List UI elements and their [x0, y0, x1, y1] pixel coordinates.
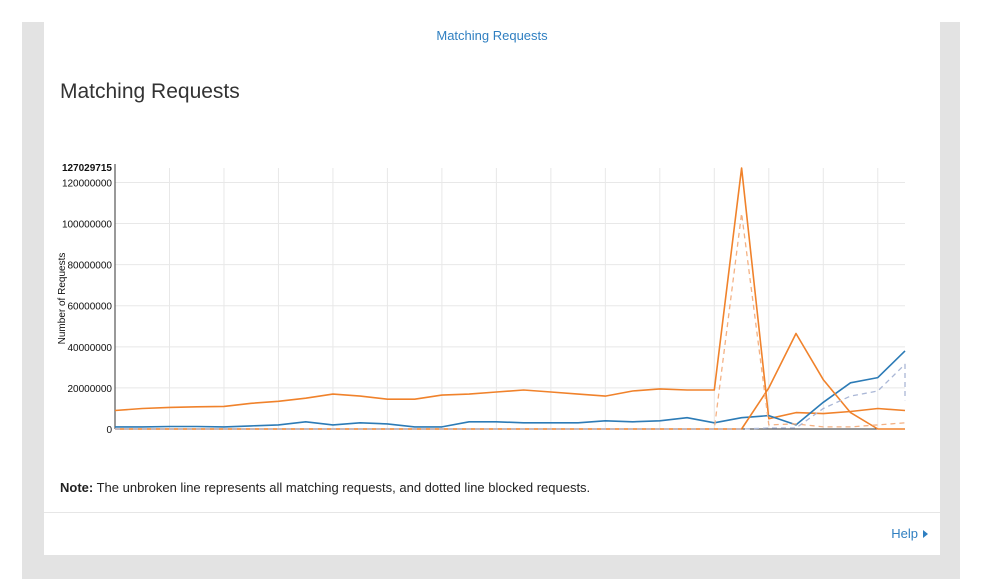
help-label: Help: [891, 526, 918, 541]
y-tick-label: 100000000: [62, 220, 112, 231]
note-text: The unbroken line represents all matchin…: [93, 480, 591, 495]
series-line-1: [115, 350, 906, 428]
y-tick-label: 40000000: [68, 343, 113, 354]
requests-line-chart: 0 20000000 40000000 60000000 80000000 1000000…: [57, 163, 906, 436]
y-tick-label: 20000000: [68, 384, 113, 395]
series-line-2: [115, 332, 905, 430]
y-tick-label: 120000000: [62, 178, 112, 189]
y-max-label: 127029715: [62, 163, 112, 174]
y-tick-label: 0: [106, 425, 112, 436]
help-link[interactable]: Help: [891, 526, 928, 541]
frame-left: [22, 22, 44, 557]
matching-requests-panel: Matching Requests Matching Requests 0 200…: [44, 22, 940, 555]
series-line-4: [115, 363, 906, 430]
series-line-3: [115, 212, 906, 430]
divider: [44, 512, 940, 513]
y-axis-label: Number of Requests: [57, 253, 68, 345]
chart-note: Note: The unbroken line represents all m…: [60, 480, 590, 495]
note-label: Note:: [60, 480, 94, 495]
matching-requests-link[interactable]: Matching Requests: [436, 28, 548, 43]
frame-right: [940, 22, 960, 557]
series-line-0: [114, 167, 906, 420]
y-tick-label: 60000000: [68, 302, 113, 313]
frame-bottom: [22, 555, 960, 579]
caret-right-icon: [923, 529, 928, 538]
page-title: Matching Requests: [60, 80, 240, 103]
y-tick-label: 80000000: [68, 261, 113, 272]
